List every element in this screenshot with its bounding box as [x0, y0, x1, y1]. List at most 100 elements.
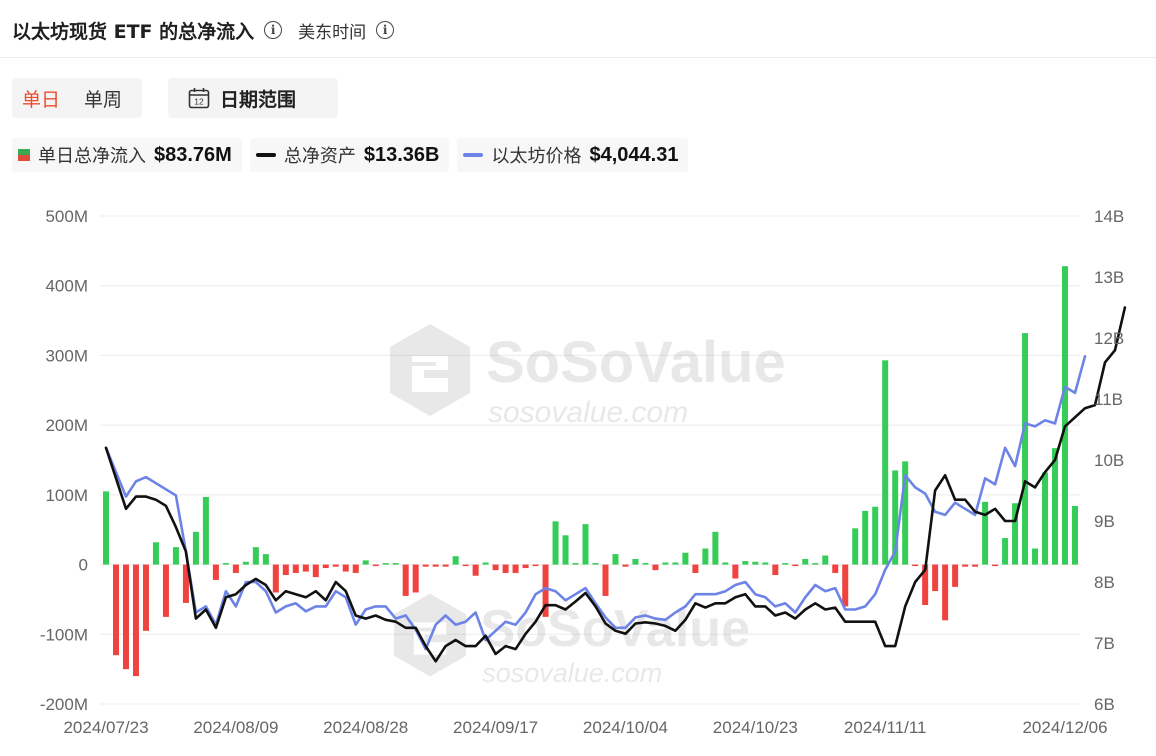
inflow-bar [962, 564, 969, 567]
inflow-bar [492, 564, 499, 571]
inflow-bar [692, 564, 699, 573]
timezone-label: 美东时间 [298, 22, 367, 43]
calendar-day: 12 [194, 97, 204, 107]
inflow-bars [103, 266, 1078, 677]
inflow-bar [752, 561, 759, 565]
y-tick-left: 200M [45, 416, 88, 435]
inflow-bar [612, 554, 619, 565]
x-tick-label: 2024/09/17 [453, 718, 538, 737]
eth-price-line [104, 355, 1087, 651]
legend-inflow[interactable]: 单日总净流入 $83.76M [12, 138, 242, 172]
y-tick-right: 6B [1094, 695, 1115, 714]
inflow-bar [1072, 506, 1078, 565]
inflow-bar [172, 547, 179, 565]
inflow-bar [1002, 538, 1009, 565]
inflow-bar [792, 564, 799, 567]
inflow-bar [222, 563, 229, 565]
y-tick-right: 7B [1094, 634, 1115, 653]
watermark-url: sosovalue.com [482, 658, 662, 688]
inflow-bar [362, 560, 369, 565]
legend-net-assets[interactable]: 总净资产 $13.36B [249, 138, 450, 172]
inflow-bar [472, 564, 479, 576]
inflow-bar [252, 547, 259, 565]
inflow-bar [852, 528, 859, 565]
legend-net-assets-value: $13.36B [363, 143, 440, 166]
inflow-bar [912, 564, 919, 567]
toggle-weekly[interactable]: 单周 [84, 88, 123, 111]
inflow-bar [322, 564, 329, 569]
y-tick-left: 400M [45, 277, 88, 296]
grid-lines [100, 215, 1080, 705]
inflow-bar [442, 564, 449, 567]
inflow-bar [242, 561, 249, 565]
inflow-bar [922, 564, 929, 606]
inflow-bar [802, 558, 809, 565]
x-axis: 2024/07/23 2024/08/09 2024/08/28 2024/09/17… [63, 718, 1107, 737]
inflow-bar [622, 564, 629, 567]
legend-eth-price[interactable]: 以太坊价格 $4,044.31 [457, 138, 689, 172]
x-tick-label: 2024/07/23 [63, 718, 148, 737]
inflow-bar [892, 470, 899, 565]
inflow-bar [642, 563, 649, 565]
inflow-bar [402, 564, 409, 596]
y-tick-right: 14B [1094, 207, 1124, 226]
inflow-bar [132, 564, 139, 677]
inflow-bar [1022, 333, 1029, 565]
y-tick-left: 100M [45, 486, 88, 505]
inflow-bar [382, 563, 389, 565]
inflow-bar [142, 564, 149, 631]
inflow-bar [592, 563, 599, 565]
inflow-bar [932, 564, 939, 592]
inflow-bar [1032, 548, 1039, 565]
inflow-bar [312, 564, 319, 578]
inflow-bar [532, 564, 539, 567]
toggle-daily[interactable]: 单日 [22, 88, 61, 111]
chart-legend: 单日总净流入 $83.76M 总净资产 $13.36B 以太坊价格 $4,044… [12, 138, 689, 172]
inflow-bar [1012, 503, 1019, 565]
y-tick-left: 500M [45, 207, 88, 226]
inflow-bar [662, 562, 669, 565]
legend-eth-price-name: 以太坊价格 [491, 146, 582, 167]
inflow-bar [682, 552, 689, 565]
x-tick-label: 2024/08/09 [193, 718, 278, 737]
inflow-bar [162, 564, 169, 617]
x-tick-label: 2024/10/23 [713, 718, 798, 737]
date-range-label: 日期范围 [220, 88, 297, 111]
inflow-bar [552, 521, 559, 565]
x-tick-label: 2024/08/28 [323, 718, 408, 737]
inflow-bar [432, 564, 439, 567]
inflow-bar [212, 564, 219, 580]
y-tick-right: 9B [1094, 512, 1115, 531]
legend-eth-price-value: $4,044.31 [589, 143, 679, 166]
inflow-bar [872, 506, 879, 565]
inflow-bar [742, 561, 749, 565]
inflow-bar [732, 564, 739, 579]
inflow-bar [1052, 448, 1059, 565]
info-icon[interactable]: i [264, 21, 283, 39]
legend-inflow-name: 单日总净流入 [38, 146, 146, 167]
inflow-bar [982, 501, 989, 565]
inflow-bar [272, 564, 279, 593]
date-range-button[interactable]: 12 日期范围 [168, 78, 338, 118]
inflow-bar [372, 564, 379, 567]
chart-header: 以太坊现货 ETF 的总净流入 i 美东时间 i [12, 14, 395, 46]
watermark-logo-icon [390, 324, 470, 416]
x-tick-label: 2024/10/04 [583, 718, 668, 737]
inflow-bar [602, 564, 609, 596]
x-tick-label: 2024/12/06 [1022, 718, 1107, 737]
watermarks: SoSoValuesosovalue.comSoSoValuesosovalue… [390, 324, 786, 688]
legend-net-assets-name: 总净资产 [283, 146, 356, 167]
inflow-bar [112, 564, 119, 656]
inflow-bar [672, 562, 679, 565]
timezone-info-icon[interactable]: i [376, 21, 395, 39]
y-tick-left: 300M [45, 346, 88, 365]
inflow-bar [342, 564, 349, 572]
inflow-bar [952, 564, 959, 587]
y-tick-left: -100M [40, 625, 88, 644]
inflow-bar [652, 564, 659, 571]
inflow-bar [352, 564, 359, 573]
x-tick-label: 2024/11/11 [844, 718, 927, 737]
inflow-bar [103, 491, 109, 565]
inflow-bar [412, 564, 419, 593]
